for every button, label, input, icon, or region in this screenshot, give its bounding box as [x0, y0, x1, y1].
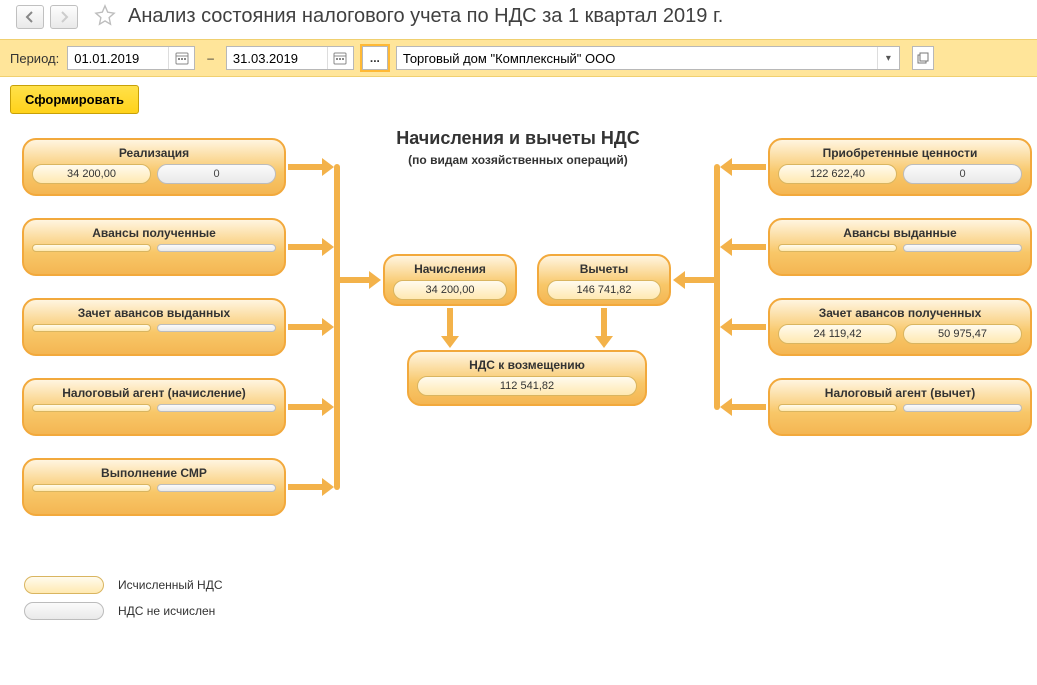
right-node-3-value-0 [778, 404, 897, 412]
flow-arrow [288, 398, 334, 416]
flow-arrow [288, 478, 334, 496]
filter-bar: Период: – ... ▾ [0, 39, 1037, 77]
flow-trunk [714, 164, 720, 410]
right-node-2-value-0: 24 119,42 [778, 324, 897, 344]
left-node-2-value-1 [157, 324, 276, 332]
date-to-calendar-icon[interactable] [327, 47, 353, 69]
organization-dropdown-icon[interactable]: ▾ [877, 47, 899, 69]
center-deductions[interactable]: Вычеты 146 741,82 [537, 254, 671, 306]
right-node-0[interactable]: Приобретенные ценности 122 622,40 0 [768, 138, 1032, 196]
left-node-1-value-0 [32, 244, 151, 252]
right-node-2-title: Зачет авансов полученных [778, 306, 1022, 320]
right-node-1-value-1 [903, 244, 1022, 252]
right-node-0-value-1: 0 [903, 164, 1022, 184]
center-refund-value-0: 112 541,82 [417, 376, 637, 396]
right-node-2-value-1: 50 975,47 [903, 324, 1022, 344]
center-accruals[interactable]: Начисления 34 200,00 [383, 254, 517, 306]
flow-arrow [720, 318, 766, 336]
flow-arrow [441, 308, 459, 348]
date-from-input[interactable] [68, 47, 168, 69]
right-node-3[interactable]: Налоговый агент (вычет) [768, 378, 1032, 436]
left-node-0-value-0: 34 200,00 [32, 164, 151, 184]
flow-arrow [288, 238, 334, 256]
left-node-2-value-0 [32, 324, 151, 332]
center-deductions-value-0: 146 741,82 [547, 280, 661, 300]
left-node-2-title: Зачет авансов выданных [32, 306, 276, 320]
period-dash: – [207, 51, 214, 65]
center-deductions-title: Вычеты [547, 262, 661, 276]
left-node-1-title: Авансы полученные [32, 226, 276, 240]
flow-arrow [720, 238, 766, 256]
left-node-3-title: Налоговый агент (начисление) [32, 386, 276, 400]
center-accruals-title: Начисления [393, 262, 507, 276]
left-node-3-value-1 [157, 404, 276, 412]
period-picker-button[interactable]: ... [362, 46, 388, 70]
organization-open-button[interactable] [912, 46, 934, 70]
left-node-1[interactable]: Авансы полученные [22, 218, 286, 276]
flow-arrow [340, 271, 381, 289]
legend-swatch-uncalculated [24, 602, 104, 620]
left-node-4[interactable]: Выполнение СМР [22, 458, 286, 516]
left-node-4-title: Выполнение СМР [32, 466, 276, 480]
right-node-1[interactable]: Авансы выданные [768, 218, 1032, 276]
date-to-input[interactable] [227, 47, 327, 69]
flow-arrow [595, 308, 613, 348]
left-node-4-value-1 [157, 484, 276, 492]
center-refund[interactable]: НДС к возмещению 112 541,82 [407, 350, 647, 406]
flow-arrow [288, 318, 334, 336]
nav-forward-button[interactable] [50, 5, 78, 29]
left-node-4-value-0 [32, 484, 151, 492]
center-refund-title: НДС к возмещению [417, 358, 637, 372]
right-node-3-value-1 [903, 404, 1022, 412]
favorite-star-icon[interactable] [94, 4, 116, 29]
left-node-3-value-0 [32, 404, 151, 412]
flow-trunk [334, 164, 340, 490]
nav-back-button[interactable] [16, 5, 44, 29]
period-label: Период: [10, 51, 59, 66]
left-node-0-value-1: 0 [157, 164, 276, 184]
page-title: Анализ состояния налогового учета по НДС… [128, 5, 723, 28]
generate-button[interactable]: Сформировать [10, 85, 139, 114]
legend-label-uncalculated: НДС не исчислен [118, 604, 215, 618]
legend: Исчисленный НДС НДС не исчислен [24, 576, 1037, 620]
left-node-3[interactable]: Налоговый агент (начисление) [22, 378, 286, 436]
left-node-0[interactable]: Реализация 34 200,00 0 [22, 138, 286, 196]
legend-swatch-calculated [24, 576, 104, 594]
organization-input[interactable] [397, 47, 877, 69]
right-node-1-title: Авансы выданные [778, 226, 1022, 240]
flow-arrow [720, 158, 766, 176]
left-node-0-title: Реализация [32, 146, 276, 160]
left-node-2[interactable]: Зачет авансов выданных [22, 298, 286, 356]
right-node-2[interactable]: Зачет авансов полученных 24 119,42 50 975,… [768, 298, 1032, 356]
left-node-1-value-1 [157, 244, 276, 252]
legend-label-calculated: Исчисленный НДС [118, 578, 223, 592]
flow-arrow [673, 271, 714, 289]
center-accruals-value-0: 34 200,00 [393, 280, 507, 300]
right-node-0-value-0: 122 622,40 [778, 164, 897, 184]
date-from-calendar-icon[interactable] [168, 47, 194, 69]
right-node-0-title: Приобретенные ценности [778, 146, 1022, 160]
flow-arrow [720, 398, 766, 416]
right-node-1-value-0 [778, 244, 897, 252]
right-node-3-title: Налоговый агент (вычет) [778, 386, 1022, 400]
flow-arrow [288, 158, 334, 176]
